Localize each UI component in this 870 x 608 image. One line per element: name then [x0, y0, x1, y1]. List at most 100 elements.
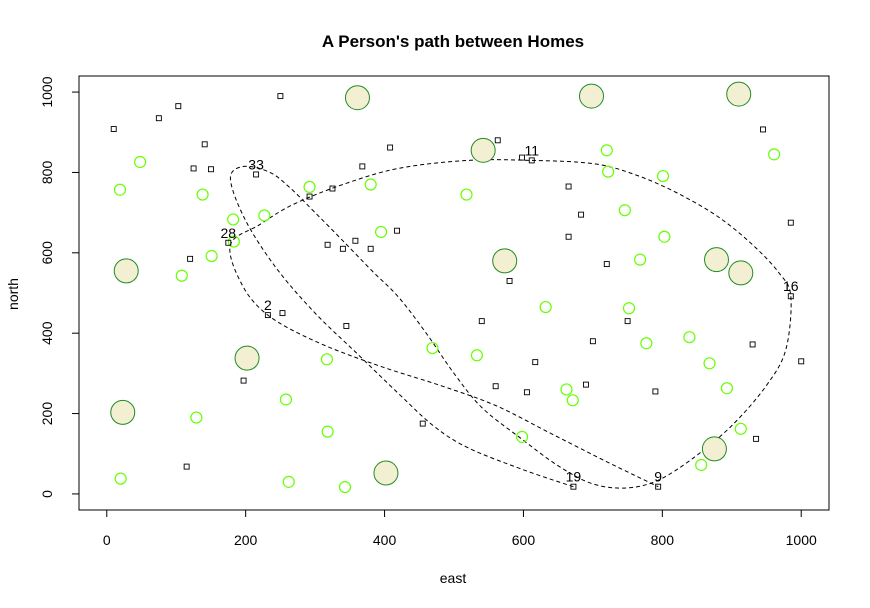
x-tick-label: 0: [103, 532, 111, 548]
x-axis-label: east: [440, 570, 467, 586]
large-circle-point: [373, 460, 399, 486]
large-circle-point: [234, 345, 260, 371]
square-point: [359, 163, 366, 170]
square-point: [582, 381, 589, 388]
square-point: [187, 255, 194, 262]
small-circle-point: [114, 472, 127, 485]
square-point: [264, 312, 271, 319]
large-circle-point: [470, 137, 496, 163]
large-circle-point: [110, 399, 136, 425]
square-point: [578, 211, 585, 218]
square-point: [506, 277, 513, 284]
y-tick-label: 600: [39, 241, 55, 265]
y-tick-label: 0: [39, 490, 55, 498]
small-circle-point: [560, 383, 573, 396]
y-tick-label: 1000: [39, 76, 55, 107]
small-circle-point: [426, 341, 439, 355]
large-circle-point: [728, 260, 754, 286]
small-circle-point: [175, 269, 188, 282]
small-circle-point: [282, 475, 295, 488]
square-point: [306, 193, 313, 200]
large-circle-point: [492, 248, 518, 274]
square-point: [528, 157, 535, 164]
square-point: [201, 141, 208, 148]
x-tick-label: 400: [373, 532, 397, 548]
square-point: [523, 389, 530, 396]
small-circle-point: [364, 178, 377, 191]
large-circle-point: [579, 83, 604, 109]
square-point: [155, 115, 162, 122]
square-point: [787, 293, 794, 300]
point-label: 28: [221, 225, 237, 241]
square-point: [352, 237, 359, 244]
x-tick-label: 200: [234, 532, 258, 548]
square-point: [279, 310, 286, 317]
large-circle-point: [726, 81, 752, 107]
point-label: 11: [525, 142, 540, 158]
y-tick-label: 200: [39, 402, 55, 426]
square-point: [240, 377, 247, 384]
square-point: [324, 241, 331, 248]
square-point: [652, 388, 659, 395]
x-tick-label: 800: [651, 532, 675, 548]
square-point: [787, 219, 794, 226]
small-circle-point: [640, 337, 653, 350]
square-point: [419, 420, 426, 427]
square-point: [253, 171, 260, 178]
small-circle-point: [205, 249, 218, 263]
point-label: 33: [248, 156, 264, 172]
point-label: 2: [264, 297, 272, 313]
small-circle-point: [374, 225, 388, 239]
square-point: [367, 245, 374, 252]
small-circle-point: [703, 357, 716, 370]
square-point: [207, 166, 214, 173]
large-circle-layer: [110, 81, 754, 486]
x-axis: 0 200 400 600 800 1000: [103, 509, 817, 548]
small-circle-point: [258, 209, 271, 222]
small-circle-point: [338, 480, 352, 494]
point-label: 16: [783, 278, 799, 294]
small-circle-point: [768, 148, 781, 161]
square-point: [175, 103, 182, 110]
square-point: [394, 227, 401, 234]
travel-path: [229, 159, 792, 489]
square-point: [589, 338, 596, 345]
square-point: [603, 261, 610, 268]
square-point: [565, 233, 572, 240]
small-circle-point: [515, 430, 529, 443]
square-point: [343, 323, 350, 329]
square-point: [339, 245, 346, 252]
square-point: [190, 165, 197, 172]
path-layer: [229, 159, 792, 489]
square-point: [760, 126, 766, 133]
small-circle-point: [695, 458, 708, 472]
small-circle-point: [321, 425, 334, 438]
square-point: [565, 183, 572, 190]
y-tick-label: 800: [39, 161, 55, 185]
square-point: [110, 126, 117, 132]
square-point: [387, 144, 394, 151]
square-point: [749, 341, 756, 348]
square-point: [492, 383, 499, 390]
square-layer: [110, 93, 805, 490]
small-circle-point: [734, 422, 747, 435]
x-tick-label: 600: [512, 532, 536, 548]
large-circle-point: [113, 258, 139, 284]
point-label: 19: [566, 469, 582, 485]
square-point: [329, 185, 336, 192]
small-circle-point: [683, 331, 696, 344]
x-tick-label: 1000: [786, 532, 817, 548]
large-circle-point: [344, 85, 370, 111]
small-circle-point: [539, 300, 552, 314]
large-circle-point: [701, 436, 727, 462]
small-circle-point: [460, 188, 473, 201]
square-point: [798, 358, 805, 365]
small-circle-point: [658, 230, 671, 243]
small-circle-point: [618, 204, 631, 217]
square-point: [532, 359, 539, 366]
square-point: [478, 318, 485, 325]
small-circle-point: [279, 393, 293, 406]
square-point: [225, 239, 232, 246]
y-axis-label: north: [5, 278, 21, 310]
small-circle-point: [227, 235, 240, 248]
